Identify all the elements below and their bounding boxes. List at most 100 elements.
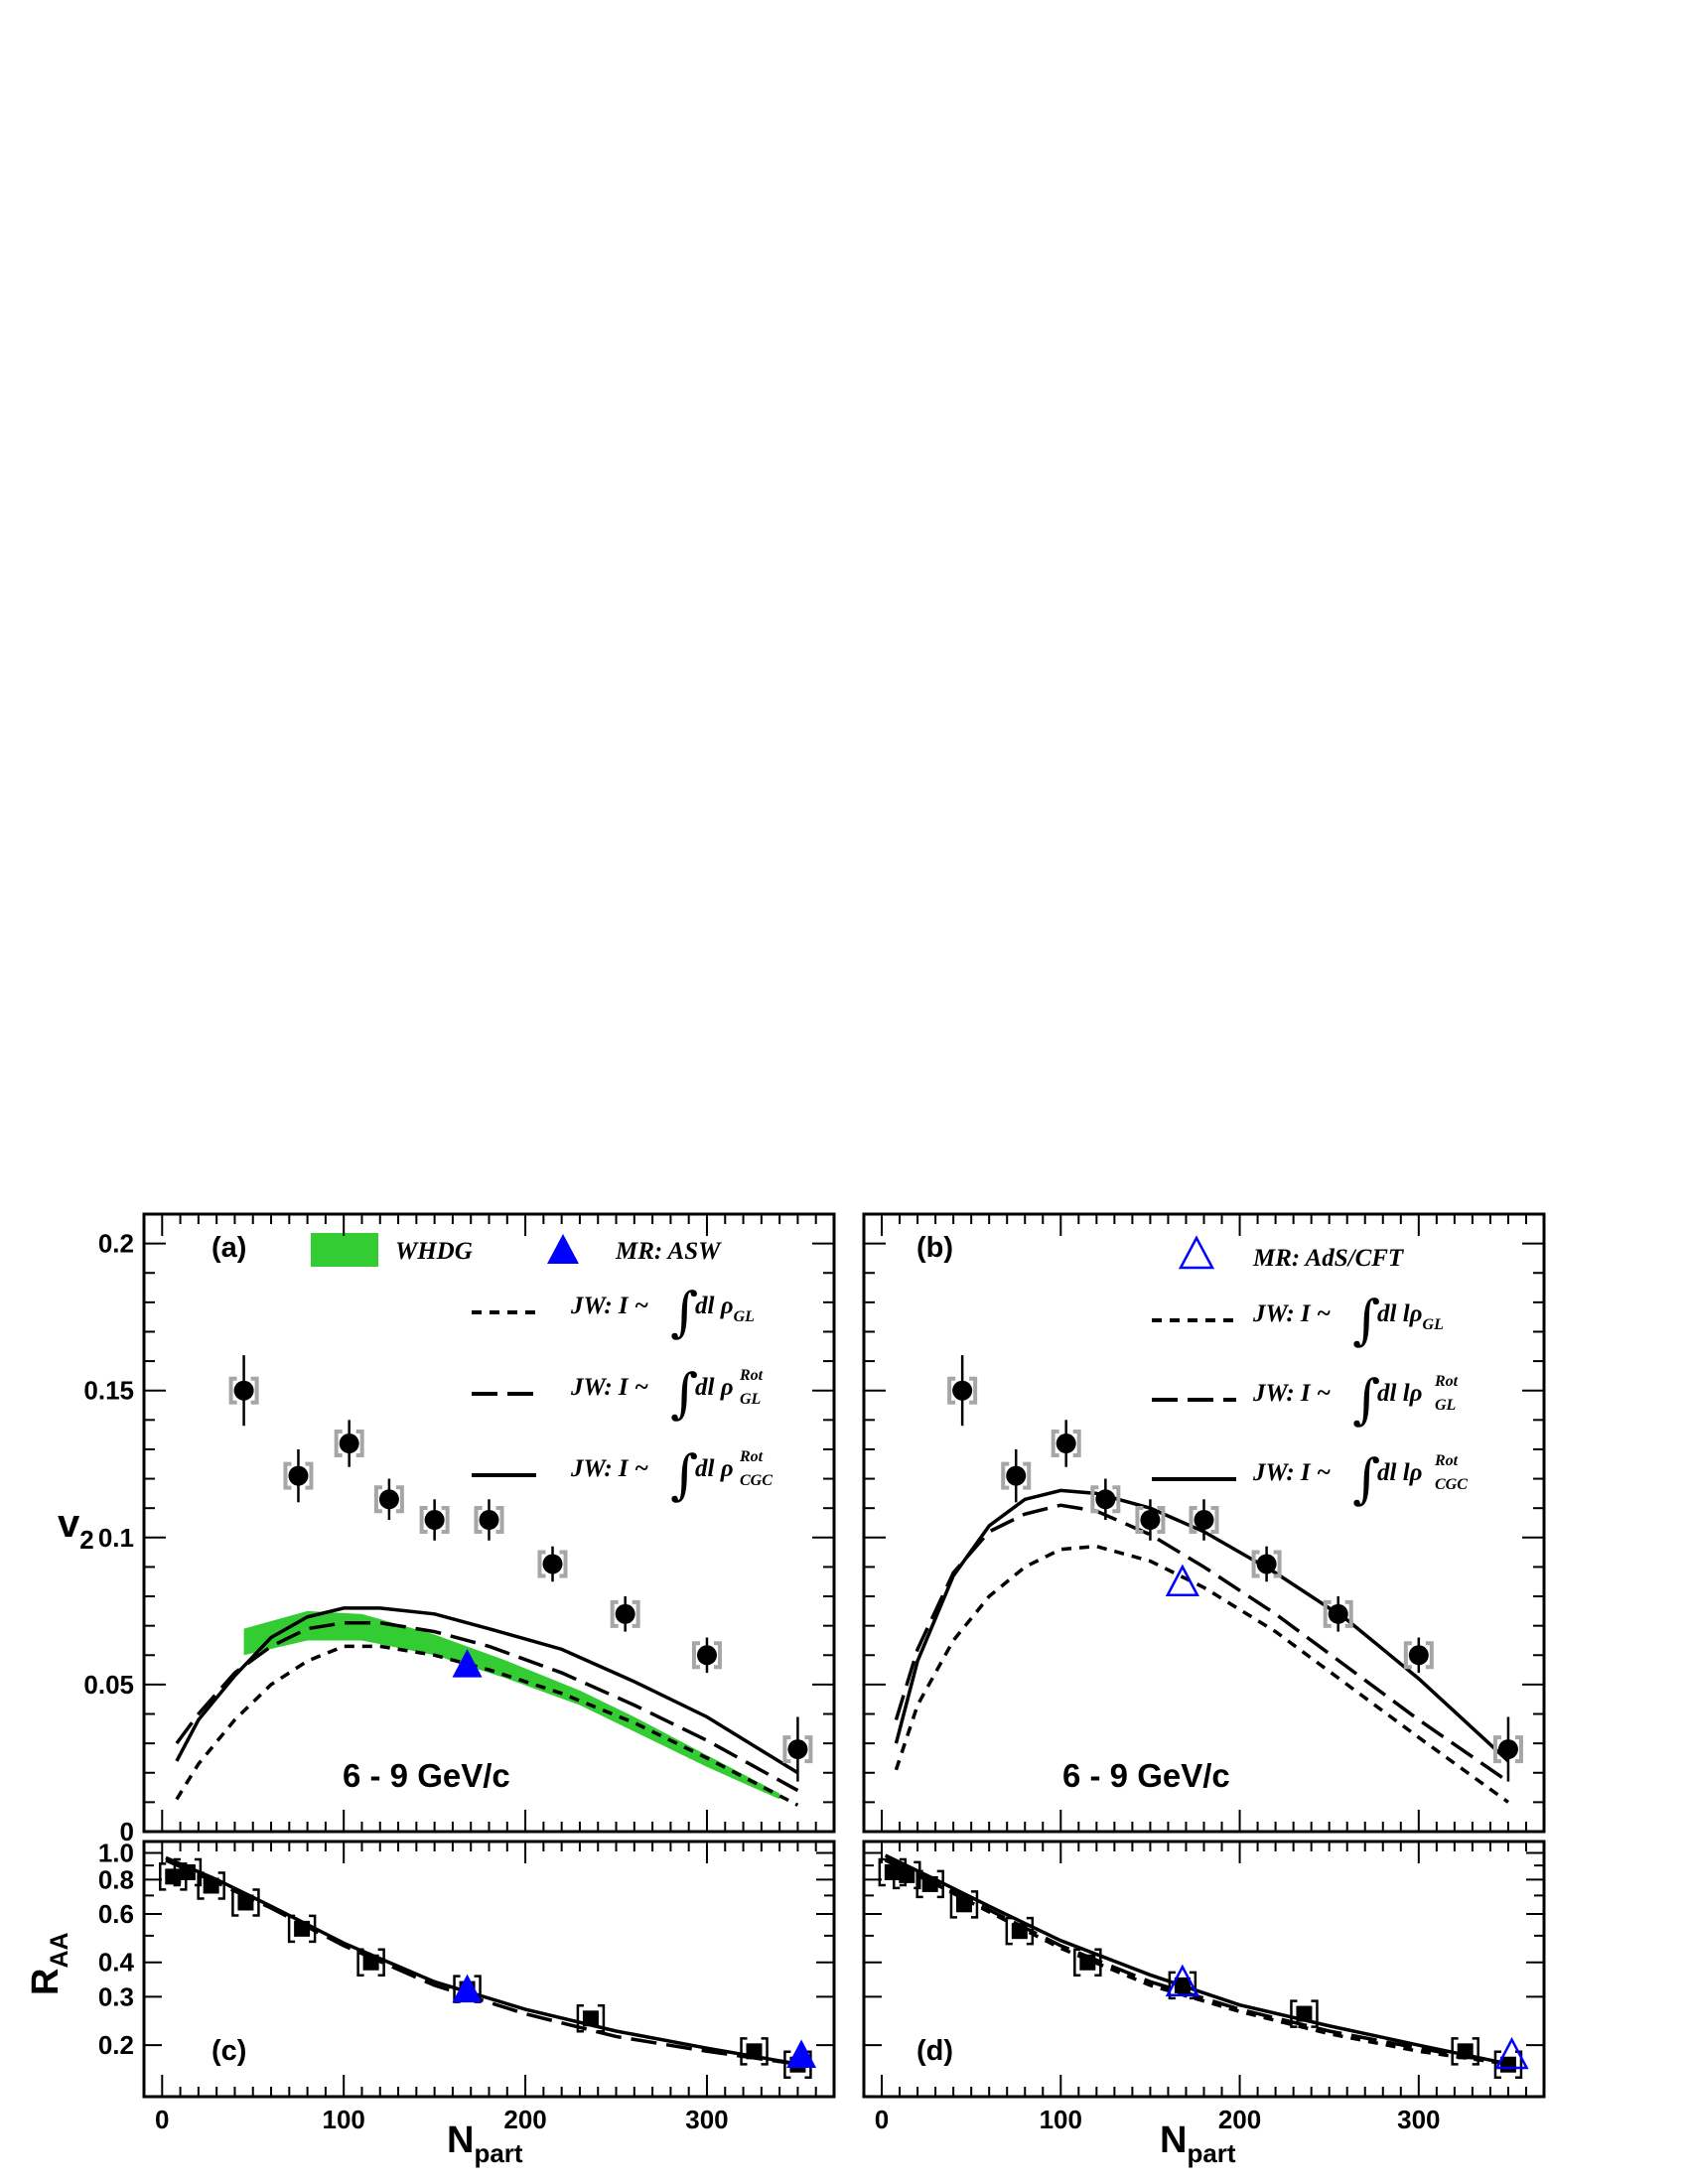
syst-bracket [691, 1641, 722, 1670]
panel-label-a: (a) [211, 1232, 246, 1264]
legend-b-jw-cgc-rot-label: JW: I ~ ∫ dl lρ Rot CGC [1252, 1447, 1468, 1510]
data-point [179, 1864, 196, 1881]
panel-c [142, 1840, 836, 2099]
data-point [203, 1877, 219, 1894]
svg-text:dl lρ: dl lρ [1377, 1380, 1423, 1407]
data-point [1296, 2005, 1313, 2022]
x-tick-label: 300 [1397, 2105, 1440, 2134]
syst-bracket [474, 1506, 504, 1535]
energy-annotation-a: 6 - 9 GeV/c [343, 1757, 510, 1794]
legend-jw-gl-rot-label: JW: I ~ ∫ dl ρ Rot GL [570, 1362, 764, 1425]
y-axis-title-v2: v2 [58, 1502, 94, 1555]
syst-bracket [1403, 1641, 1434, 1670]
plot-area [894, 1355, 1523, 1804]
legend-mr-asw-marker [547, 1234, 579, 1264]
svg-text:GL: GL [740, 1391, 762, 1408]
mr-marker [452, 1974, 483, 2003]
model-curve-solid [175, 1606, 799, 1775]
legend-whdg-swatch [311, 1233, 378, 1267]
panel-a-marks: 0 0.05 0.1 0.15 0.2 [83, 1214, 835, 1846]
data-point [233, 1380, 254, 1401]
data-point [237, 1894, 254, 1911]
data-point [1055, 1433, 1076, 1454]
svg-text:Rot: Rot [739, 1448, 764, 1465]
integral-sign-2: ∫ [670, 1362, 698, 1425]
data-point [1194, 1510, 1214, 1531]
x-tick-label: 100 [1040, 2105, 1082, 2134]
data-point [899, 1866, 915, 1883]
model-curve-solid [884, 1853, 1512, 2067]
data-point [582, 2010, 599, 2027]
svg-text:CGC: CGC [740, 1472, 773, 1489]
x-axis-title-d: Npart [1160, 2119, 1236, 2168]
panel-d-frame [862, 1840, 1546, 2099]
mr-marker [1494, 2036, 1529, 2070]
svg-text:JW: I ~: JW: I ~ [1252, 1459, 1331, 1486]
x-tick-label: 200 [1218, 2105, 1261, 2134]
panel-d [862, 1840, 1546, 2099]
panel-label-b: (b) [916, 1232, 953, 1264]
data-point [955, 1896, 972, 1913]
panel-c-frame [142, 1840, 836, 2099]
syst-bracket [283, 1461, 314, 1490]
data-point [884, 1864, 901, 1881]
data-point [1328, 1603, 1348, 1624]
y-tick-label: 0.15 [83, 1376, 134, 1406]
svg-text:JW: I ~: JW: I ~ [1252, 1300, 1331, 1327]
legend-a: WHDG MR: ASW JW: I ~ ∫ dl ρGL JW: I ~ ∫ … [311, 1233, 773, 1506]
x-tick-label: 0 [155, 2105, 169, 2134]
panel-b-marks [863, 1214, 1545, 1833]
panel-label-d: (d) [916, 2035, 953, 2067]
syst-bracket [228, 1376, 259, 1405]
syst-bracket [949, 1890, 979, 1919]
legend-mr-adscft-label: MR: AdS/CFT [1252, 1245, 1405, 1272]
legend-jw-gl-label: JW: I ~ ∫ dl ρGL [570, 1281, 755, 1343]
data-point [1174, 1977, 1191, 1993]
data-point [1006, 1465, 1027, 1486]
syst-bracket [782, 1735, 813, 1764]
syst-bracket [1451, 2037, 1479, 2066]
panel-d-marks: 0 100 200 300 [863, 1842, 1545, 2134]
y-tick-label: 0.8 [98, 1864, 134, 1894]
y-tick-label: 0 [120, 1817, 134, 1846]
integral-sign-b3: ∫ [1352, 1447, 1380, 1510]
syst-bracket [947, 1376, 978, 1405]
y-tick-label: 0.2 [98, 1229, 134, 1259]
syst-bracket [356, 1948, 385, 1977]
svg-text:dl lρGL: dl lρGL [1377, 1300, 1444, 1333]
model-curve-solid [165, 1855, 802, 2067]
syst-bracket [419, 1506, 450, 1535]
y-tick-label: 0.05 [83, 1670, 134, 1700]
x-tick-label: 100 [322, 2105, 364, 2134]
syst-bracket [1492, 1735, 1523, 1764]
syst-bracket [537, 1550, 568, 1578]
syst-bracket [1073, 1948, 1102, 1977]
syst-bracket [915, 1869, 944, 1899]
svg-text:dl ρGL: dl ρGL [695, 1293, 755, 1325]
syst-bracket [1189, 1506, 1219, 1535]
data-point [696, 1645, 717, 1666]
data-point [165, 1868, 182, 1885]
syst-bracket [1090, 1485, 1121, 1514]
x-axis-title-c: Npart [447, 2119, 523, 2168]
data-point [542, 1554, 563, 1574]
syst-bracket [1168, 1971, 1197, 2000]
data-point [288, 1465, 309, 1486]
svg-text:dl lρ: dl lρ [1377, 1459, 1423, 1486]
chart-marks: 00.050.10.150.20.20.30.40.60.81.00 100 200… [83, 1214, 1545, 2134]
svg-text:Rot: Rot [1434, 1373, 1459, 1390]
svg-text:JW: I ~: JW: I ~ [570, 1455, 648, 1482]
svg-text:dl ρ: dl ρ [695, 1455, 734, 1482]
data-point [378, 1489, 399, 1510]
model-curve-solid [894, 1488, 1510, 1763]
data-point [1095, 1489, 1116, 1510]
legend-whdg-label: WHDG [395, 1238, 473, 1265]
data-point [1408, 1645, 1429, 1666]
syst-bracket [1323, 1599, 1353, 1628]
mr-marker [1165, 1964, 1199, 1997]
data-point [1140, 1510, 1161, 1531]
syst-bracket [1005, 1916, 1035, 1946]
energy-annotation-b: 6 - 9 GeV/c [1062, 1757, 1230, 1794]
data-point [1497, 1739, 1518, 1760]
svg-text:Rot: Rot [1434, 1452, 1459, 1469]
